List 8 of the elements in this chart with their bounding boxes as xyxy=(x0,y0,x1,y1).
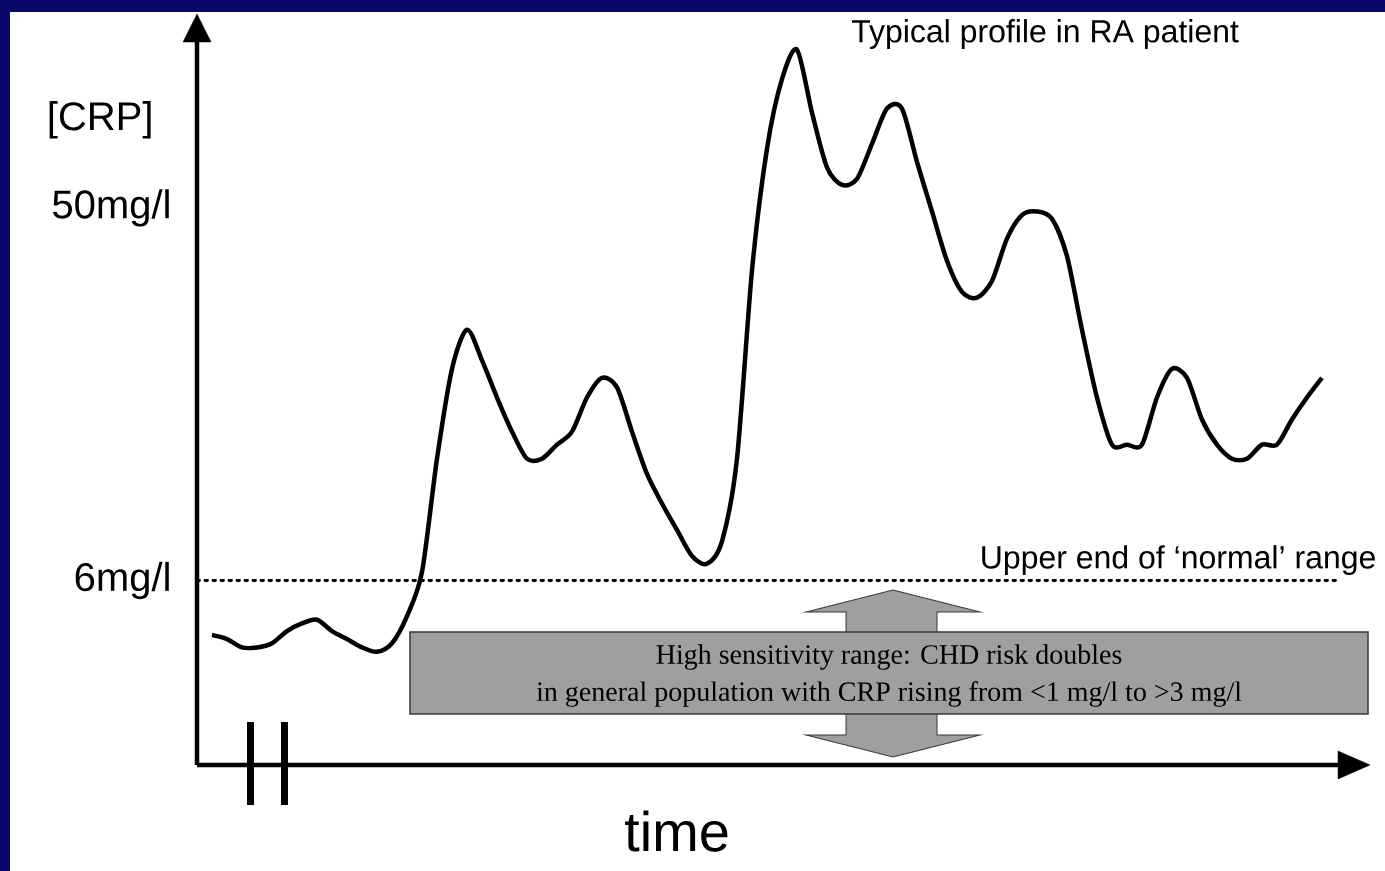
y-axis-title: [CRP] xyxy=(49,101,151,139)
y-tick-label: 6mg/l xyxy=(75,561,169,600)
y-tick-label: 50mg/l xyxy=(53,189,169,227)
annotation: in general population with CRP rising from <1 mg/l to >3 mg/l xyxy=(536,681,1242,707)
x-axis-title: time xyxy=(624,810,728,852)
annotation: High sensitivity range: CHD risk doubles xyxy=(656,644,1122,670)
series-label: Typical profile in RA patient xyxy=(851,19,1239,49)
ref-line-label: Upper end of ‘normal’ range xyxy=(982,545,1375,575)
